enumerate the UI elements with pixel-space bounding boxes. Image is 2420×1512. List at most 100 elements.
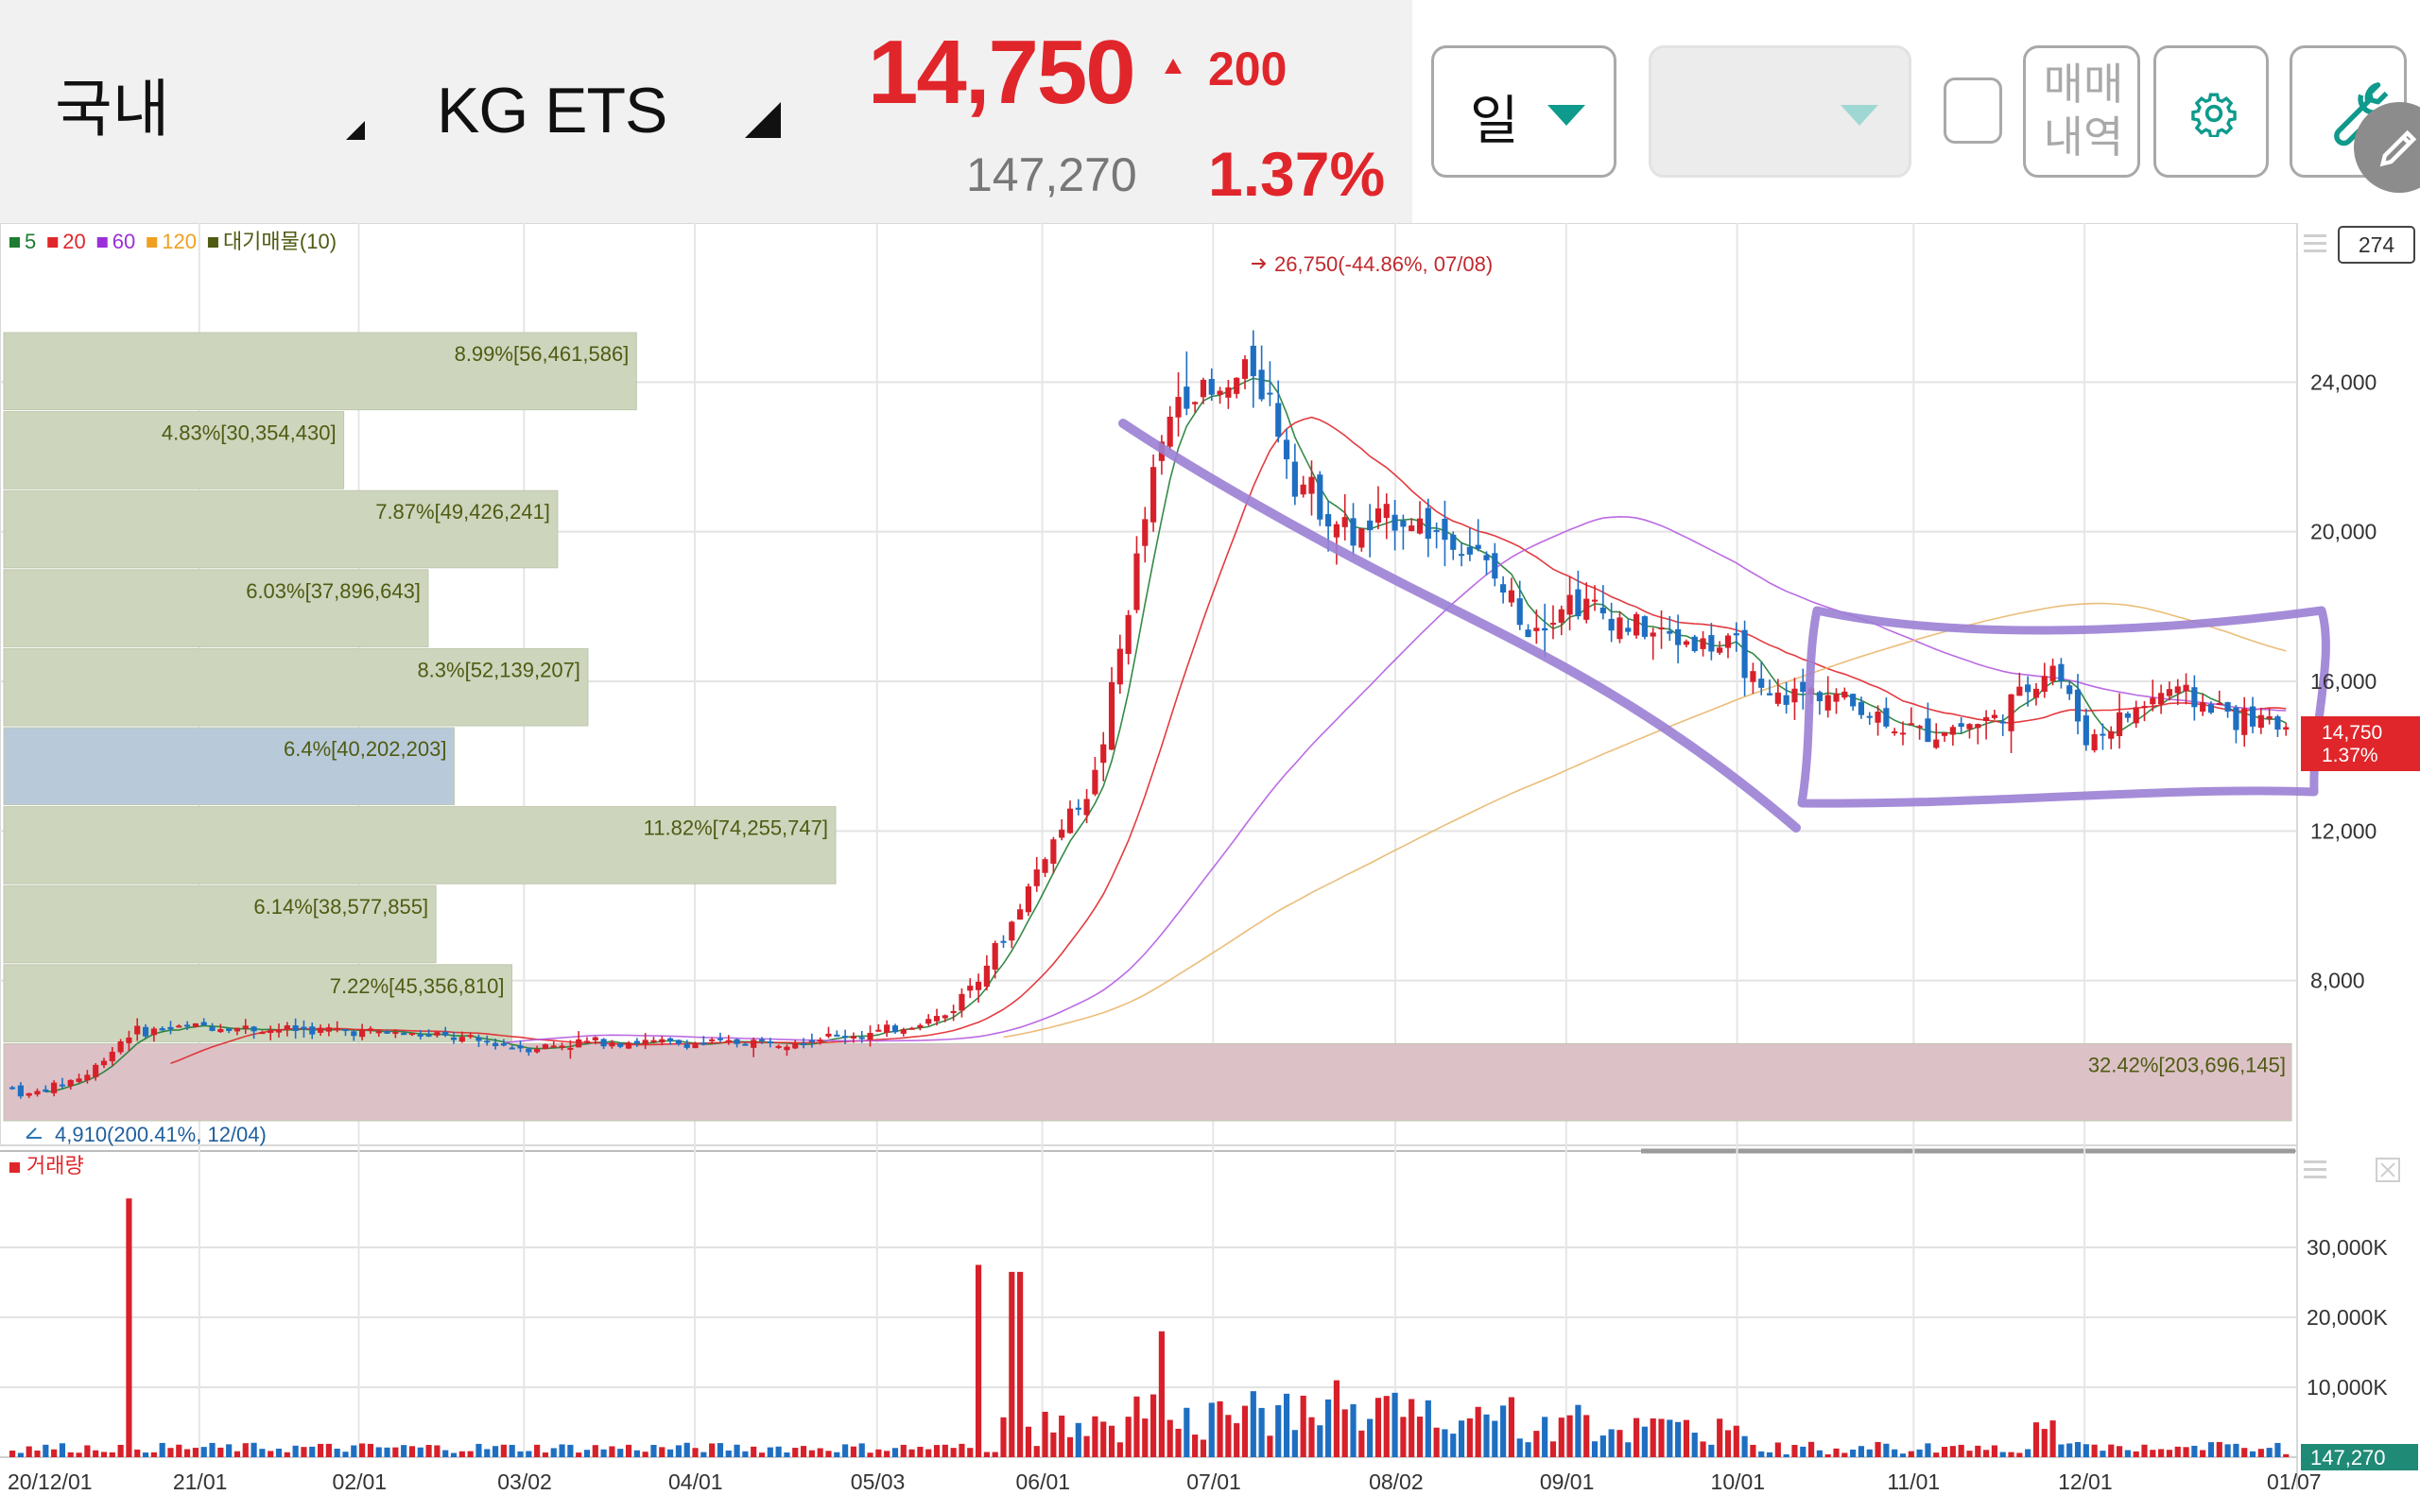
volume-bar	[1583, 1415, 1590, 1457]
candle-body	[1675, 628, 1682, 645]
candle-body	[1542, 627, 1548, 631]
legend-swatch	[9, 237, 20, 248]
candle-body	[2116, 712, 2123, 736]
period-select-button[interactable]: 일	[1431, 45, 1616, 178]
volume-bar	[76, 1452, 82, 1457]
chart-menu-icon[interactable]	[2304, 234, 2326, 252]
volume-bar	[334, 1449, 340, 1457]
period-label: 일	[1470, 91, 1519, 150]
volume-bar	[1700, 1441, 1706, 1457]
volume-bar	[1317, 1425, 1323, 1457]
volume-bar	[1683, 1419, 1690, 1457]
price-tick-label: 16,000	[2310, 669, 2377, 694]
volume-bar	[26, 1446, 32, 1457]
settings-button[interactable]	[2153, 45, 2269, 178]
candle-body	[1325, 514, 1332, 527]
date-tick-label: 21/01	[173, 1469, 228, 1494]
candle-body	[2183, 684, 2189, 692]
candle-body	[975, 981, 982, 990]
candle-body	[1908, 723, 1914, 726]
volume-bar	[2224, 1444, 2231, 1457]
volume-bar	[2016, 1452, 2023, 1457]
trade-history-checkbox[interactable]	[1944, 77, 2002, 144]
volume-profile-label: 6.03%[37,896,643]	[246, 579, 421, 603]
price-tick-label: 20,000	[2310, 520, 2377, 544]
candle-body	[1017, 909, 1024, 920]
volume-profile-label: 11.82%[74,255,747]	[644, 816, 828, 840]
volume-profile-bar	[3, 490, 559, 569]
trade-history-button[interactable]: 매매 내역	[2023, 45, 2140, 178]
close-volume-icon[interactable]	[2376, 1158, 2400, 1182]
candle-body	[1200, 379, 1207, 398]
volume-menu-icon[interactable]	[2304, 1160, 2326, 1178]
candle-body	[292, 1025, 299, 1032]
candle-body	[1341, 517, 1348, 527]
volume-bar	[683, 1442, 690, 1457]
candle-body	[900, 1029, 907, 1034]
volume-bar	[2200, 1450, 2206, 1457]
volume-bar	[600, 1449, 607, 1457]
volume-bar	[325, 1443, 332, 1457]
wrench-icon	[2334, 82, 2389, 146]
candle-body	[1059, 829, 1065, 838]
stock-dropdown-icon[interactable]	[745, 102, 781, 138]
candle-body	[484, 1040, 491, 1043]
volume-bar	[1816, 1450, 1823, 1457]
date-tick-label: 03/02	[497, 1469, 552, 1494]
volume-bar	[1009, 1271, 1015, 1457]
candle-body	[767, 1040, 773, 1043]
volume-bar	[975, 1264, 982, 1457]
candle-body	[59, 1084, 66, 1087]
indicator-select[interactable]	[1649, 45, 1911, 178]
volume-bar	[1892, 1449, 1898, 1457]
volume-bar	[1608, 1429, 1615, 1457]
candle-body	[942, 1015, 948, 1019]
market-selector[interactable]: 국내	[55, 74, 170, 144]
volume-bar	[767, 1447, 773, 1457]
candle-body	[2174, 686, 2181, 694]
candle-body	[850, 1036, 856, 1039]
candle-body	[1566, 594, 1573, 615]
market-dropdown-icon[interactable]	[346, 121, 365, 140]
volume-profile-label: 6.14%[38,577,855]	[253, 895, 428, 919]
candle-body	[1466, 546, 1473, 555]
candle-body	[242, 1025, 249, 1029]
candle-body	[650, 1040, 657, 1042]
date-tick-label: 10/01	[1711, 1469, 1766, 1494]
volume-bar	[517, 1451, 524, 1457]
candle-body	[1350, 518, 1357, 546]
candle-body	[1374, 508, 1382, 524]
candle-body	[275, 1030, 283, 1033]
candle-body	[517, 1045, 524, 1049]
volume-profile-bar	[3, 411, 345, 490]
volume-bar	[1308, 1417, 1315, 1457]
volume-bar	[1949, 1446, 1956, 1457]
candle-body	[950, 1011, 957, 1014]
volume-bar	[458, 1451, 465, 1457]
pencil-icon	[2379, 129, 2417, 167]
volume-bar	[1442, 1429, 1448, 1457]
stock-chart[interactable]: 8.99%[56,461,586] 4.83%[30,354,430] 7.87%[…	[0, 223, 2420, 1512]
volume-bar	[1258, 1407, 1265, 1457]
candle-body	[84, 1074, 91, 1081]
volume-bar	[734, 1444, 740, 1457]
stock-name[interactable]: KG ETS	[437, 75, 667, 146]
volume-bar	[134, 1449, 141, 1457]
candle-body	[1800, 681, 1806, 693]
candle-body	[992, 942, 998, 970]
volume-bar	[417, 1447, 424, 1457]
date-tick-label: 01/07	[2267, 1469, 2322, 1494]
volume-bar	[1933, 1452, 1940, 1457]
volume-bar	[1783, 1454, 1789, 1457]
candle-body	[2133, 707, 2139, 724]
candle-body	[450, 1037, 458, 1040]
candle-count-box[interactable]	[2338, 226, 2415, 264]
volume-bar	[1542, 1417, 1548, 1457]
volume-bar	[2207, 1442, 2215, 1457]
gear-icon	[2191, 93, 2237, 137]
candle-body	[1217, 390, 1223, 395]
candle-body	[683, 1043, 690, 1048]
candle-body	[1150, 467, 1157, 523]
volume-bar	[342, 1452, 349, 1457]
edit-button[interactable]	[2354, 102, 2420, 193]
